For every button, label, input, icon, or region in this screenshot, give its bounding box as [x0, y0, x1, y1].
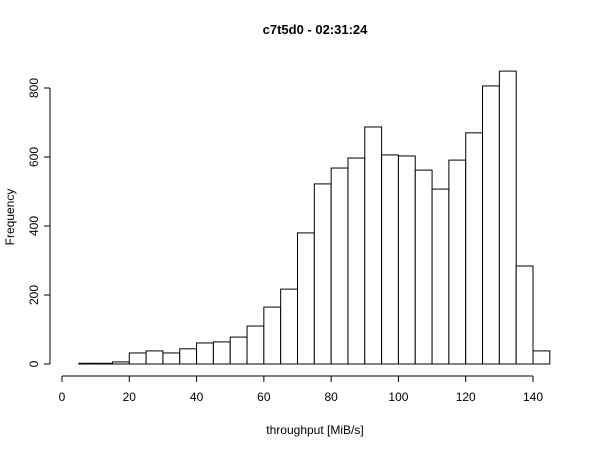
- bar: [162, 352, 181, 365]
- x-tick-label: 100: [388, 390, 408, 404]
- bar: [179, 348, 198, 365]
- bar: [498, 70, 517, 365]
- bar: [431, 188, 450, 365]
- bar: [212, 341, 231, 365]
- bar: [414, 169, 433, 365]
- x-axis-label: throughput [MiB/s]: [266, 423, 363, 437]
- y-axis-label: Frequency: [3, 189, 17, 246]
- x-tick-label: 60: [257, 390, 271, 404]
- chart-title: c7t5d0 - 02:31:24: [263, 22, 369, 37]
- x-tick-label: 80: [324, 390, 338, 404]
- bar: [515, 265, 534, 365]
- bar: [313, 183, 332, 365]
- bar: [111, 361, 130, 365]
- bar: [246, 325, 265, 365]
- bar: [128, 352, 147, 365]
- x-tick-label: 0: [59, 390, 66, 404]
- bar: [532, 350, 551, 365]
- bar: [95, 362, 113, 365]
- x-tick-label: 140: [523, 390, 543, 404]
- bar: [145, 350, 164, 365]
- bar: [381, 154, 399, 365]
- bar: [465, 132, 484, 365]
- bar: [330, 167, 349, 365]
- bar: [347, 157, 366, 365]
- bar: [448, 159, 467, 365]
- y-tick-label: 800: [27, 78, 41, 98]
- y-tick-label: 400: [27, 216, 41, 236]
- bar: [482, 85, 500, 365]
- bar: [280, 288, 298, 365]
- x-tick-label: 120: [456, 390, 476, 404]
- bar: [229, 336, 248, 365]
- bar: [297, 232, 315, 365]
- bar: [364, 126, 383, 365]
- bar: [78, 362, 97, 365]
- y-tick-label: 600: [27, 147, 41, 167]
- bar: [397, 155, 416, 365]
- bar: [263, 306, 282, 365]
- x-tick-label: 40: [190, 390, 204, 404]
- bar: [196, 342, 214, 365]
- y-tick-label: 200: [27, 285, 41, 305]
- x-tick-label: 20: [123, 390, 137, 404]
- y-tick-label: 0: [27, 360, 41, 367]
